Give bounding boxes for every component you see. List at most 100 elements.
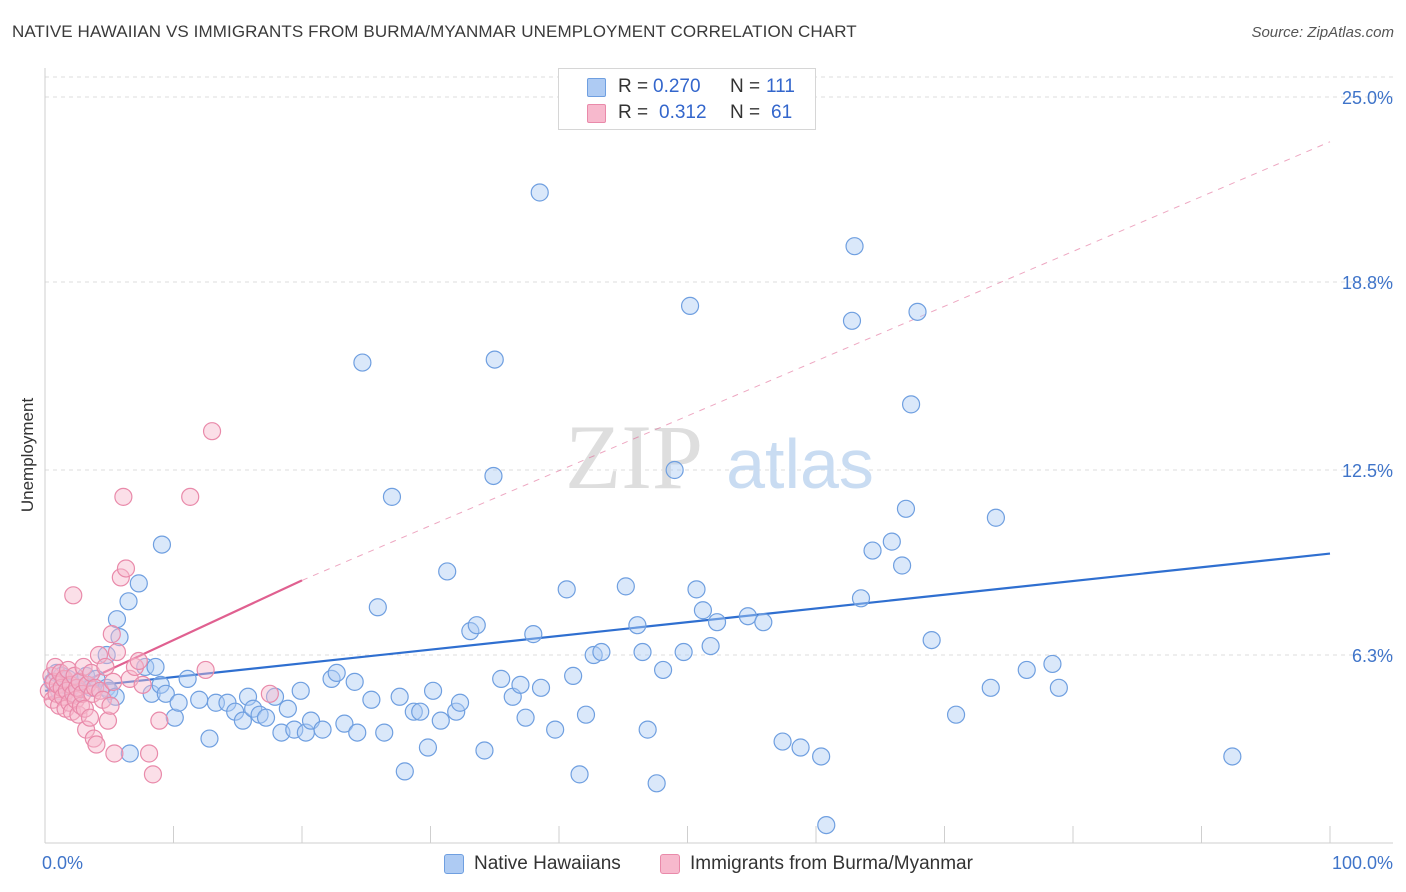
burma-immigrant-point xyxy=(202,422,222,441)
native-hawaiian-point xyxy=(986,508,1006,527)
native-hawaiian-point xyxy=(200,729,219,748)
native-hawaiian-point xyxy=(335,714,354,733)
burma-immigrant-point xyxy=(101,696,120,715)
correlation-legend: R = 0.270 N = 111 R = 0.312 N = 61 xyxy=(558,68,816,130)
native-hawaiian-point xyxy=(411,702,430,721)
native-hawaiian-point xyxy=(1043,654,1062,674)
native-hawaiian-point xyxy=(845,237,864,256)
native-hawaiian-point xyxy=(701,636,720,656)
native-hawaiian-point xyxy=(530,183,549,202)
native-hawaiian-point xyxy=(169,693,188,712)
series-swatch-blue xyxy=(444,854,464,874)
native-hawaiian-point xyxy=(404,702,423,721)
native-hawaiian-point xyxy=(438,562,457,581)
native-hawaiian-point xyxy=(431,711,450,730)
legend-r-value: 0.312 xyxy=(659,102,707,123)
native-hawaiian-point xyxy=(882,532,901,551)
burma-immigrant-point xyxy=(129,651,148,671)
native-hawaiian-point xyxy=(151,675,170,694)
burma-immigrant-point xyxy=(114,487,133,506)
burma-immigrant-point xyxy=(111,568,130,587)
native-hawaiian-point xyxy=(322,669,341,688)
native-hawaiian-point xyxy=(119,592,138,611)
native-hawaiian-point xyxy=(484,466,503,486)
native-hawaiian-point xyxy=(447,702,466,721)
burma-immigrant-point xyxy=(87,735,106,754)
native-hawaiian-point xyxy=(981,678,1000,697)
axes xyxy=(44,68,1393,844)
watermark: ZIP atlas xyxy=(565,406,874,508)
series-legend-native-hawaiians: Native Hawaiians xyxy=(444,852,621,876)
native-hawaiian-point xyxy=(628,616,647,635)
native-hawaiian-point xyxy=(313,720,332,739)
native-hawaiian-point xyxy=(238,687,258,706)
burma-immigrant-point xyxy=(64,586,83,605)
native-hawaiian-point xyxy=(754,613,773,632)
native-hawaiian-point xyxy=(178,669,197,688)
y-tick-label: 18.8% xyxy=(1342,273,1393,293)
native-hawaiian-point xyxy=(156,684,175,703)
native-hawaiian-point xyxy=(674,642,693,662)
legend-r-label: R = xyxy=(618,76,649,97)
native-hawaiian-point xyxy=(423,681,443,700)
native-hawaiian-point xyxy=(265,687,285,706)
native-hawaiian-point xyxy=(564,666,583,685)
burma-immigrant-point xyxy=(107,642,127,662)
native-hawaiians-points xyxy=(43,183,1242,835)
native-hawaiian-point xyxy=(291,681,310,700)
native-hawaiian-point xyxy=(791,738,810,757)
burma-immigrant-point xyxy=(150,711,169,730)
legend-swatch-pink xyxy=(587,104,606,123)
y-tick-label: 25.0% xyxy=(1342,88,1393,108)
native-hawaiian-point xyxy=(516,708,535,727)
native-hawaiian-point xyxy=(233,711,252,730)
native-hawaiian-point xyxy=(892,556,912,575)
native-hawaiian-point xyxy=(152,535,172,554)
burma-immigrant-point xyxy=(98,711,118,730)
burma-immigrant-point xyxy=(133,675,152,694)
native-hawaiian-point xyxy=(653,660,673,680)
native-hawaiian-point xyxy=(633,642,652,662)
native-hawaiian-point xyxy=(353,353,372,372)
y-tick-label: 6.3% xyxy=(1352,646,1393,666)
native-hawaiian-point xyxy=(546,720,565,739)
legend-swatch-blue xyxy=(587,78,606,97)
series-label: Immigrants from Burma/Myanmar xyxy=(690,853,973,874)
native-hawaiian-point xyxy=(616,577,635,596)
x-tick-label-min: 0.0% xyxy=(42,853,83,873)
native-hawaiian-point xyxy=(557,580,576,599)
native-hawaiian-point xyxy=(901,395,921,414)
watermark-atlas: atlas xyxy=(726,425,874,503)
series-swatch-pink xyxy=(660,854,680,874)
native-hawaiian-point xyxy=(120,744,139,763)
native-hawaiian-point xyxy=(638,720,657,739)
native-hawaiian-point xyxy=(511,675,530,694)
burma-immigrant-point xyxy=(75,699,94,718)
native-hawaiian-point xyxy=(450,693,470,712)
series-legend-burma-immigrants: Immigrants from Burma/Myanmar xyxy=(660,852,973,876)
legend-n-value: 111 xyxy=(766,76,795,97)
native-hawaiian-point xyxy=(812,747,831,766)
burma-immigrant-point xyxy=(96,657,115,677)
legend-r-label: R = xyxy=(618,102,649,123)
native-hawaiian-point xyxy=(475,741,494,760)
native-hawaiian-point xyxy=(817,815,836,835)
native-hawaiian-point xyxy=(665,460,684,480)
native-hawaiian-point xyxy=(190,690,209,709)
legend-n-label: N = xyxy=(730,102,761,123)
native-hawaiian-point xyxy=(382,487,402,506)
native-hawaiian-point xyxy=(1223,747,1242,766)
native-hawaiian-trend-line xyxy=(44,552,1331,692)
native-hawaiian-point xyxy=(908,302,927,321)
native-hawaiian-point xyxy=(285,720,304,739)
native-hawaiian-point xyxy=(1049,678,1068,697)
native-hawaiian-point xyxy=(687,580,706,599)
burma-immigrant-point xyxy=(143,765,163,784)
native-hawaiian-point xyxy=(146,657,165,677)
burma-immigrant-point xyxy=(260,684,279,703)
burma-immigrant-point xyxy=(102,625,121,644)
native-hawaiian-point xyxy=(395,762,414,781)
native-hawaiian-point xyxy=(1017,660,1036,680)
native-hawaiian-point xyxy=(129,574,148,593)
